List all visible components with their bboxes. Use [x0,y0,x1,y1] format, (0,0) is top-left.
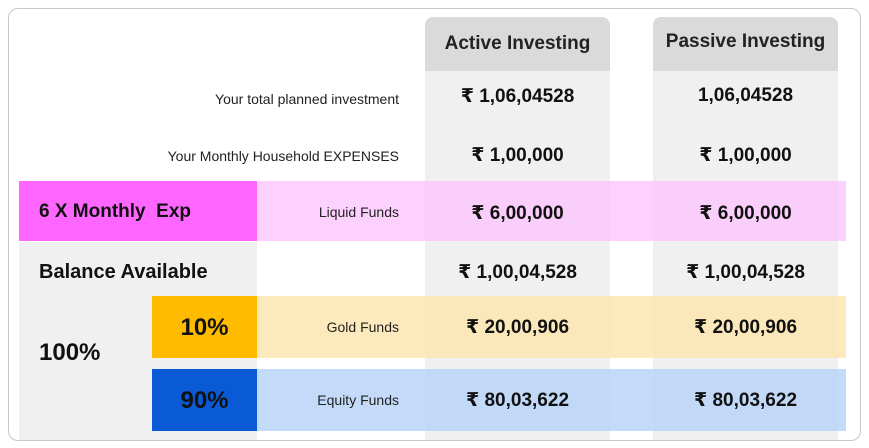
equity-funds-label: Equity Funds [317,392,399,408]
investment-comparison-card: Active Investing Passive Investing Your … [8,8,861,441]
household-expenses-label: Your Monthly Household EXPENSES [167,148,399,164]
planned-investment-active: ₹ 1,06,04528 [460,86,575,107]
monthly-exp-tag: 6 X Monthly Exp [39,201,192,222]
gold-pct-box [152,296,257,358]
gold-funds-passive: ₹ 20,00,906 [693,317,798,338]
equity-funds-band [152,369,846,431]
gold-pct: 10% [180,314,229,341]
household-expenses-passive: ₹ 1,00,000 [699,145,792,166]
household-expenses-active: ₹ 1,00,000 [471,145,564,166]
liquid-funds-label: Liquid Funds [318,204,399,220]
equity-funds-passive: ₹ 80,03,622 [693,390,798,411]
balance-available-passive: ₹ 1,00,04,528 [686,262,805,283]
equity-pct: 90% [180,387,229,414]
equity-pct-box [152,369,257,431]
gold-funds-band [152,296,846,358]
passive-investing-header: Passive Investing [653,17,838,71]
planned-investment-label: Your total planned investment [215,91,399,107]
balance-available-active: ₹ 1,00,04,528 [458,262,577,283]
gold-funds-label: Gold Funds [326,319,399,335]
total-pct: 100% [39,339,101,366]
liquid-funds-active: ₹ 6,00,000 [471,203,564,224]
gold-funds-active: ₹ 20,00,906 [465,317,570,338]
active-investing-header: Active Investing [425,17,610,71]
planned-investment-passive: 1,06,04528 [697,85,794,106]
equity-funds-active: ₹ 80,03,622 [465,390,570,411]
liquid-funds-passive: ₹ 6,00,000 [699,203,792,224]
monthly-exp-tag-box [19,181,257,241]
balance-available-label: Balance Available [39,261,208,283]
